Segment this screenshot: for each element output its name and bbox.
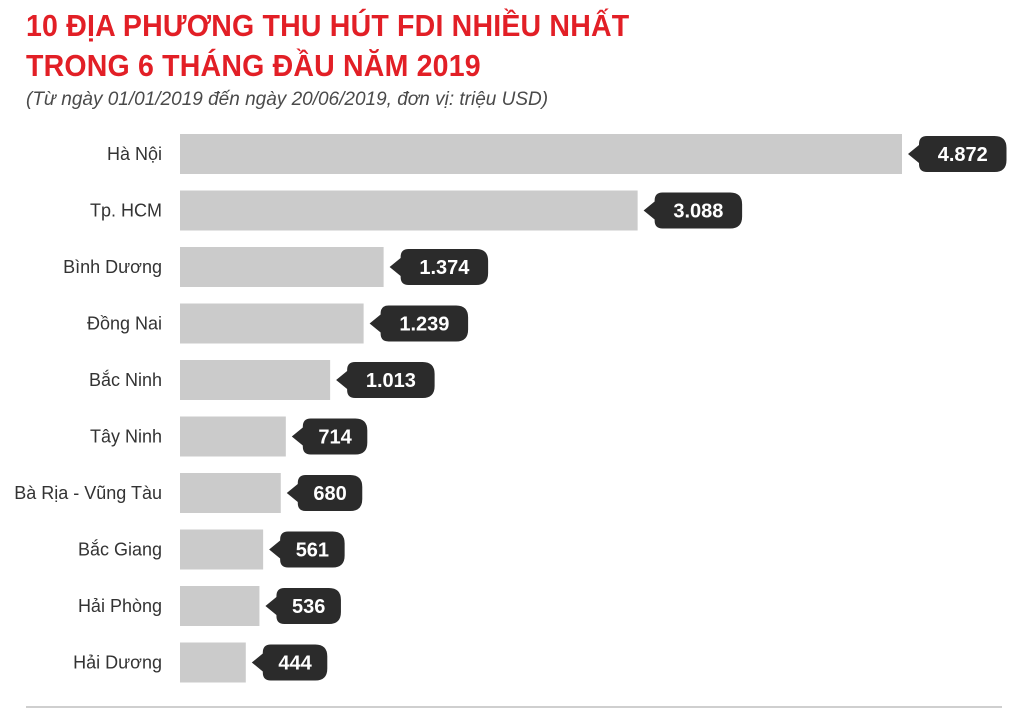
value-label-5: 714 xyxy=(318,427,352,449)
value-badge-2 xyxy=(389,249,489,285)
bar-8 xyxy=(180,586,260,626)
value-badge-8 xyxy=(265,588,341,624)
value-label-7: 561 xyxy=(296,540,329,562)
bar-1 xyxy=(180,190,638,231)
category-label-2: Bình Dương xyxy=(63,257,162,277)
chart-header: 10 ĐỊA PHƯƠNG THU HÚT FDI NHIỀU NHẤT TRO… xyxy=(26,6,1006,112)
bar-7 xyxy=(180,529,264,570)
value-label-4: 1.013 xyxy=(366,370,416,392)
value-label-9: 444 xyxy=(278,653,312,675)
value-label-2: 1.374 xyxy=(419,257,470,279)
bar-6 xyxy=(180,473,281,513)
chart-subtitle: (Từ ngày 01/01/2019 đến ngày 20/06/2019,… xyxy=(26,89,549,110)
value-badge-0 xyxy=(908,136,1007,172)
category-label-3: Đồng Nai xyxy=(87,314,162,334)
category-label-7: Bắc Giang xyxy=(78,539,162,560)
chart-title-line-2: TRONG 6 THÁNG ĐẦU NĂM 2019 xyxy=(26,48,481,83)
category-label-8: Hải Phòng xyxy=(78,596,162,616)
category-label-4: Bắc Ninh xyxy=(89,369,162,390)
value-badge-9 xyxy=(251,644,328,681)
value-badge-7 xyxy=(269,531,345,568)
value-badge-1 xyxy=(643,192,743,229)
value-label-0: 4.872 xyxy=(938,144,988,166)
value-label-1: 3.088 xyxy=(673,201,723,223)
value-badge-3 xyxy=(369,305,469,342)
value-label-6: 680 xyxy=(313,483,346,505)
bottom-divider xyxy=(26,706,1002,708)
category-label-0: Hà Nội xyxy=(107,144,162,164)
value-badge-5 xyxy=(291,418,368,455)
value-badge-4 xyxy=(336,362,435,398)
bar-3 xyxy=(180,303,364,344)
value-badge-6 xyxy=(286,475,363,511)
chart-title-line-1: 10 ĐỊA PHƯƠNG THU HÚT FDI NHIỀU NHẤT xyxy=(26,8,630,43)
bar-2 xyxy=(180,247,384,287)
category-label-9: Hải Dương xyxy=(73,653,162,673)
category-label-6: Bà Rịa - Vũng Tàu xyxy=(14,483,162,503)
bar-9 xyxy=(180,642,246,683)
category-label-1: Tp. HCM xyxy=(90,201,162,221)
value-label-8: 536 xyxy=(292,596,325,618)
category-label-5: Tây Ninh xyxy=(90,427,162,447)
bar-4 xyxy=(180,360,331,400)
value-label-3: 1.239 xyxy=(399,314,449,336)
bar-5 xyxy=(180,416,286,457)
bar-0 xyxy=(180,134,902,174)
